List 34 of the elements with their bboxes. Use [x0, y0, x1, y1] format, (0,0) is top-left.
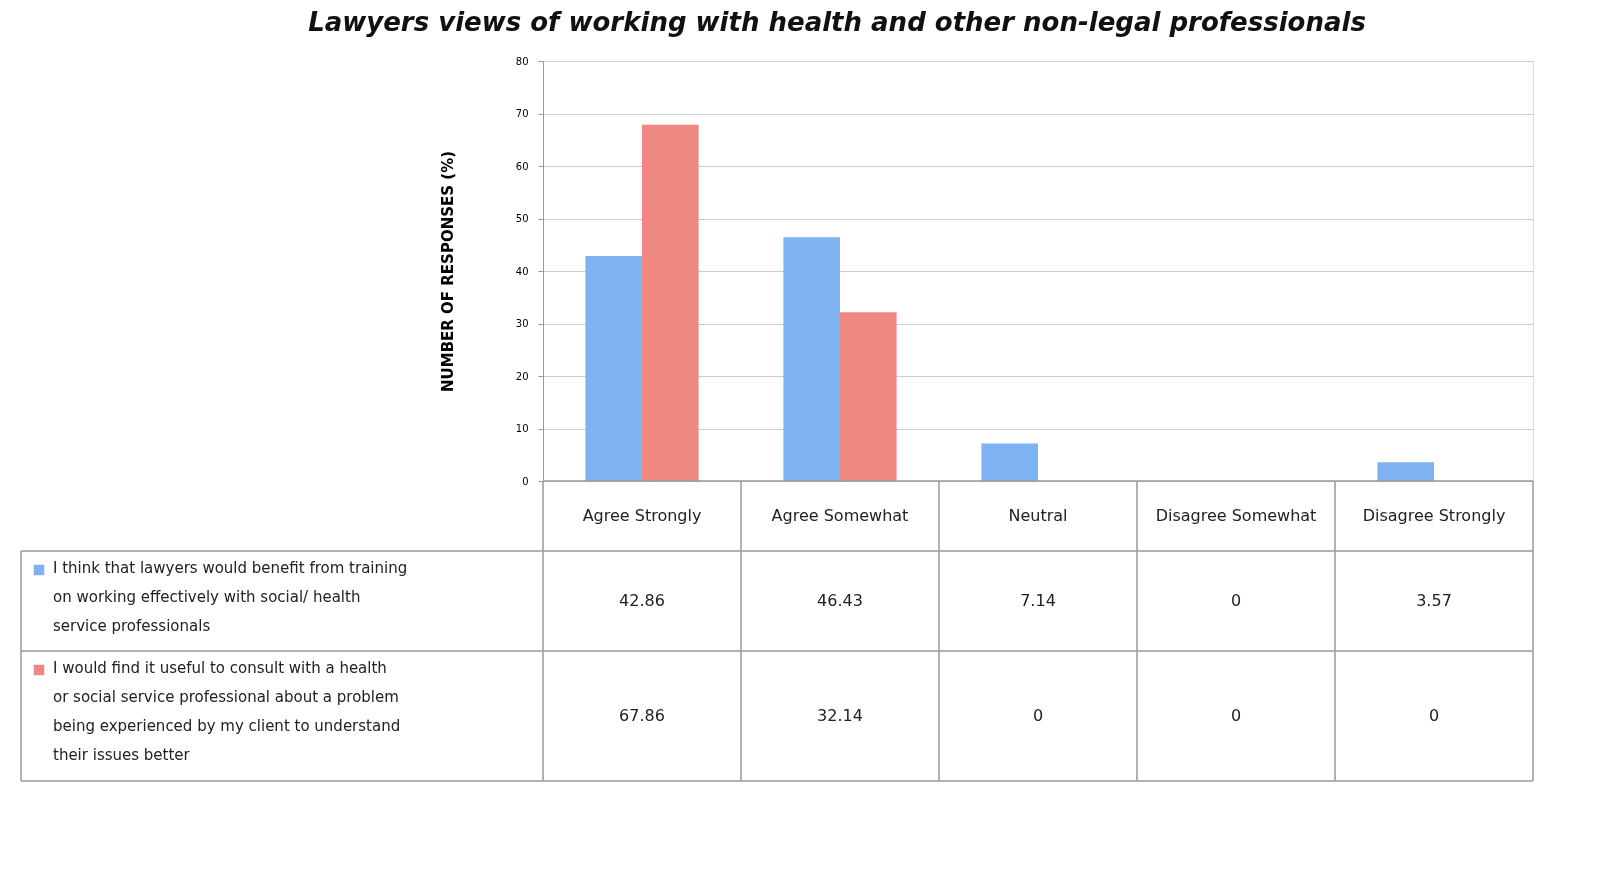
x-tick-label: Agree Strongly [582, 505, 702, 525]
data-label: 0 [1032, 706, 1044, 725]
y-tick-label: 0 [522, 475, 529, 487]
x-tick-label: Disagree Strongly [1362, 505, 1506, 525]
data-label: 0 [1428, 706, 1440, 725]
x-tick-label: Disagree Somewhat [1155, 505, 1317, 525]
data-label: 32.14 [817, 706, 863, 725]
x-tick-label: Agree Somewhat [771, 505, 909, 525]
bar [981, 443, 1038, 481]
bar [783, 237, 840, 481]
y-tick-label: 80 [515, 55, 529, 67]
legend-label: I would find it useful to consult with a health or social service professional about a problem being experienced by my client to understand their issues better [53, 659, 401, 764]
data-label: 42.86 [619, 591, 665, 610]
data-label: 67.86 [619, 706, 665, 725]
data-label: 0 [1230, 706, 1242, 725]
chart-title: Lawyers views of working with health and other non-legal professionals [308, 7, 1366, 37]
data-label: 46.43 [817, 591, 863, 610]
y-tick-label: 50 [515, 213, 529, 224]
y-axis-title: NUMBER OF RESPONSES (%) [438, 150, 457, 393]
bar [1377, 462, 1434, 481]
y-tick-label: 10 [515, 423, 529, 434]
bar [840, 312, 897, 481]
legend-label: I think that lawyers would benefit from training on working effectively with social/ health service professionals [53, 559, 408, 635]
data-label: 7.14 [1020, 591, 1056, 610]
y-tick-label: 20 [515, 370, 529, 382]
y-tick-label: 40 [515, 265, 529, 277]
x-tick-label: Neutral [1008, 505, 1068, 525]
bar [585, 255, 642, 481]
data-label: 0 [1230, 591, 1242, 610]
y-tick-label: 60 [515, 160, 529, 172]
data-label: 3.57 [1416, 591, 1452, 610]
y-tick-label: 30 [515, 318, 529, 329]
bar [642, 124, 699, 481]
y-tick-label: 70 [515, 108, 529, 119]
